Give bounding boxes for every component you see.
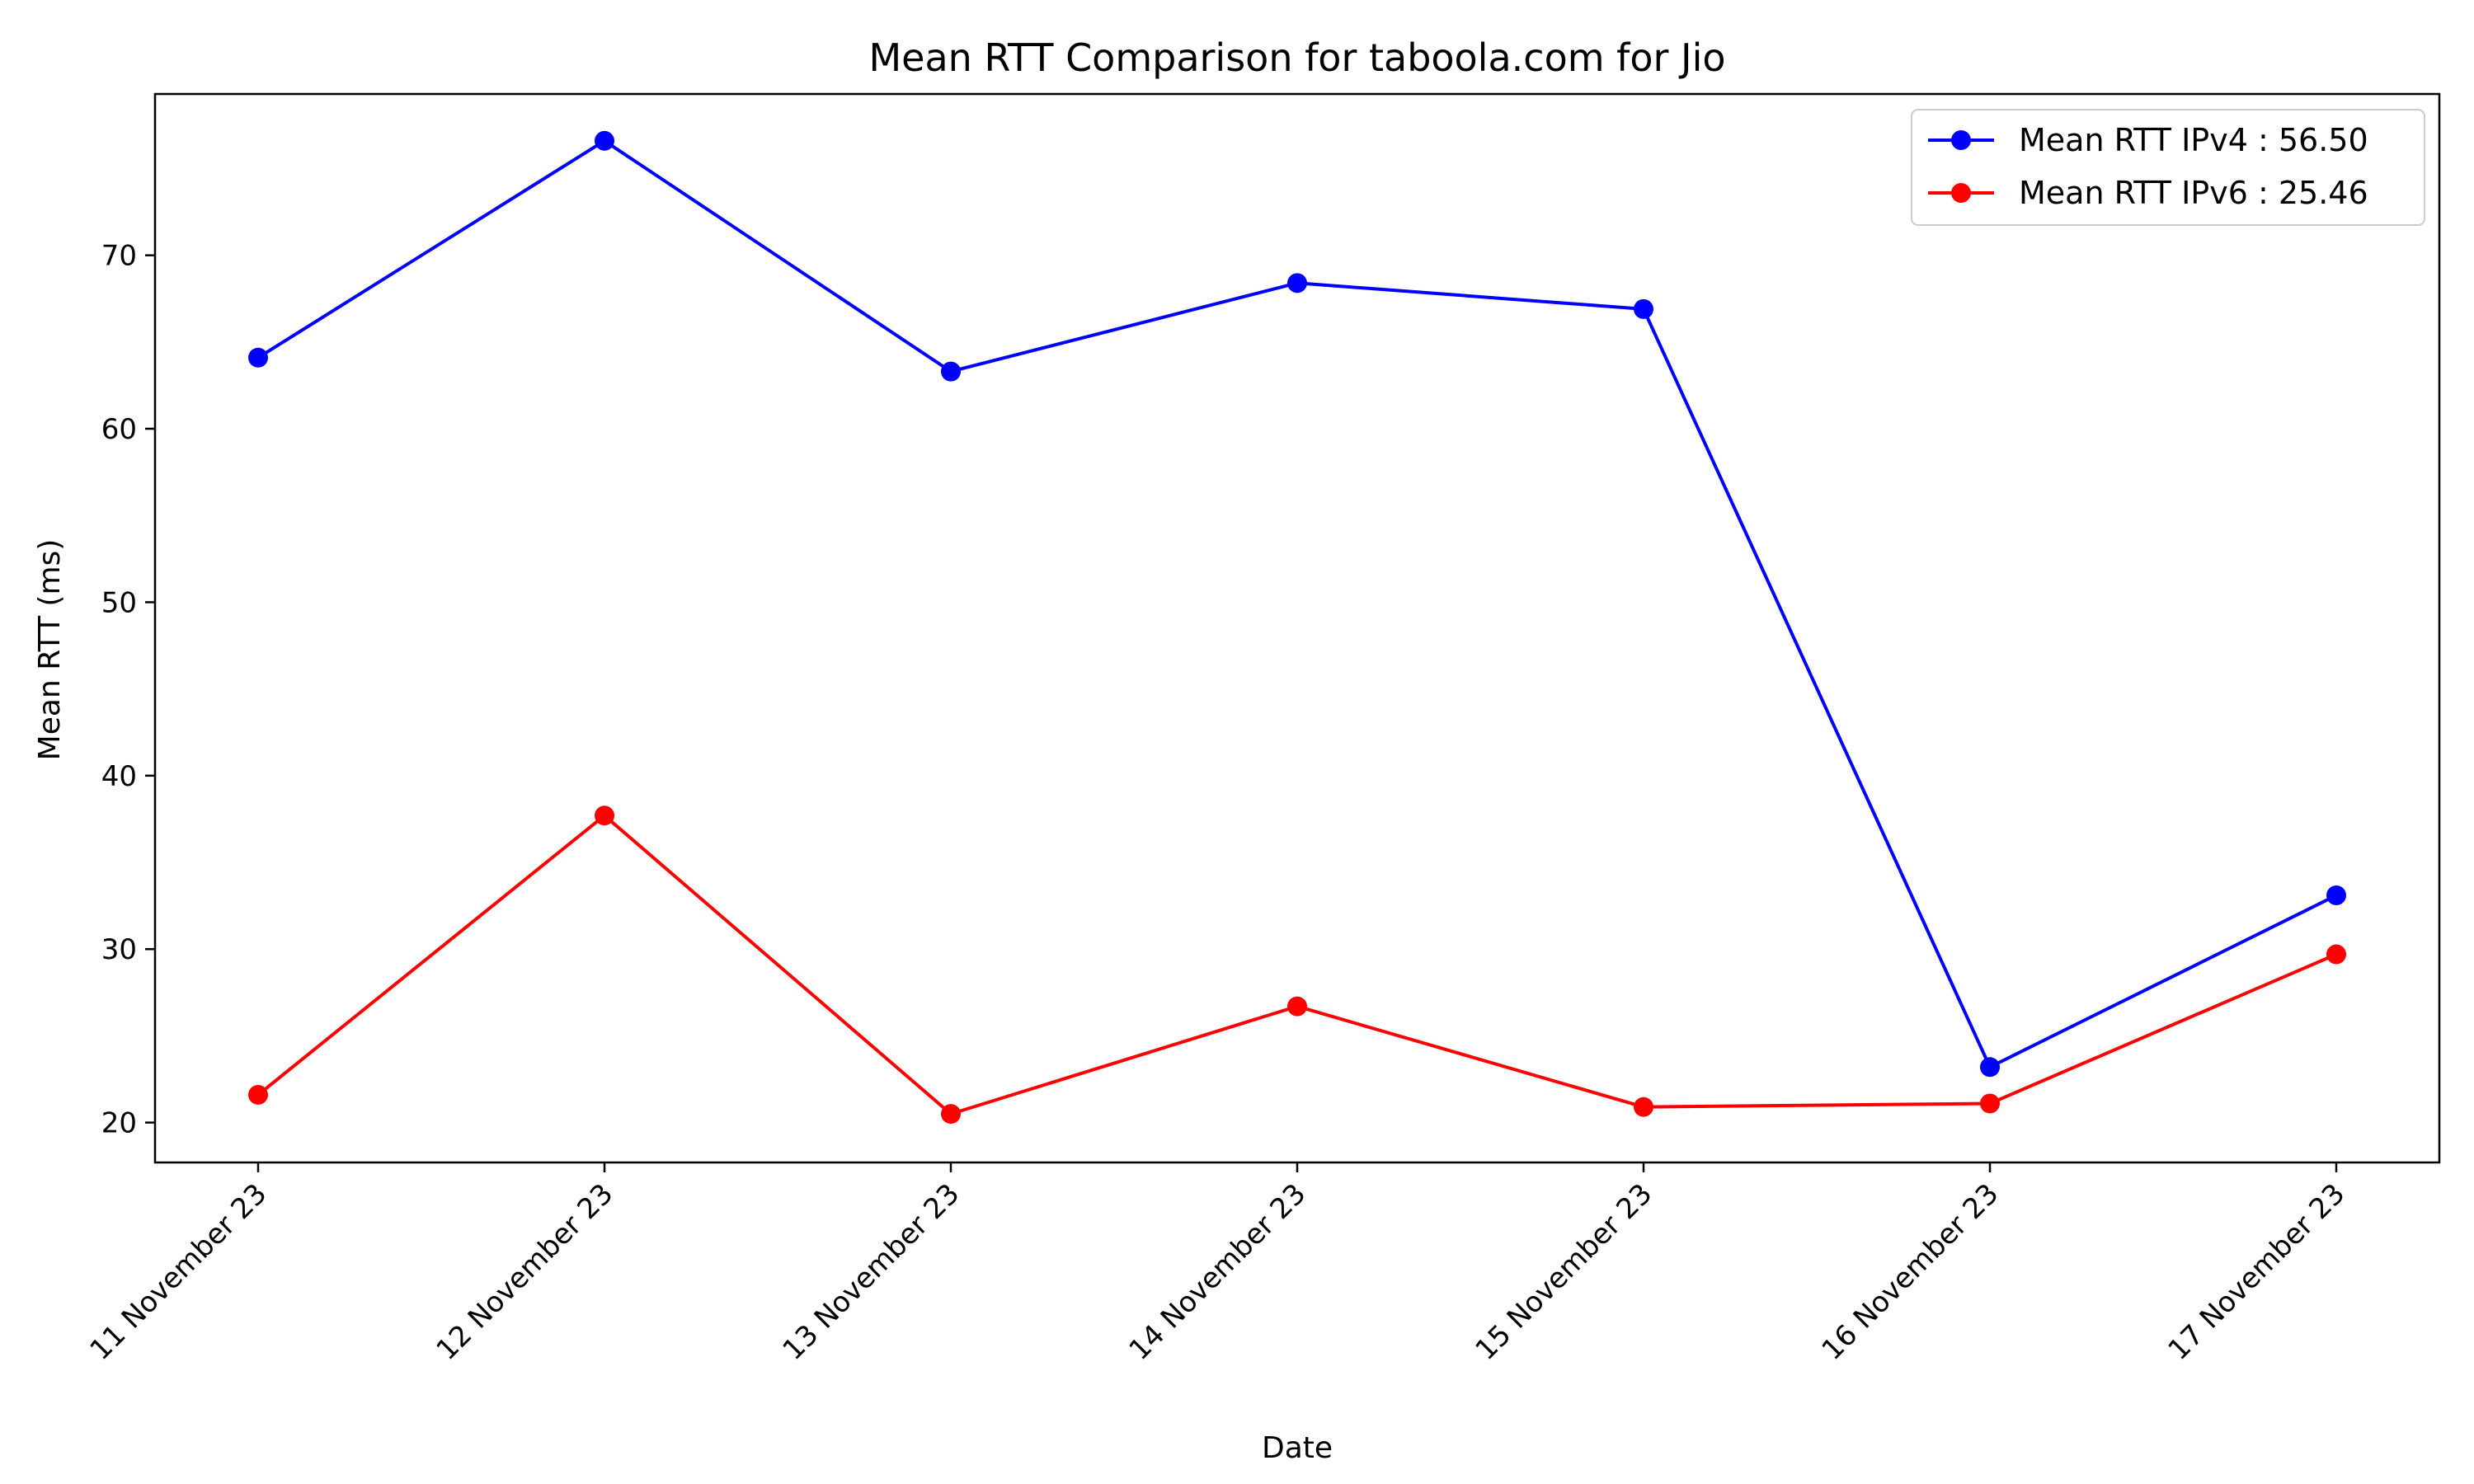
plot-area: 20 30 40 50 60 70 11 November 23 12 November 23… xyxy=(84,92,2441,1367)
x-tick-label: 17 November 23 xyxy=(2162,1177,2352,1367)
y-tick-label: 70 xyxy=(101,240,137,273)
y-tick-label: 50 xyxy=(101,586,137,619)
data-point xyxy=(1287,273,1307,294)
x-tick-label: 13 November 23 xyxy=(777,1177,967,1367)
data-point xyxy=(1980,1057,2000,1078)
data-point xyxy=(248,1084,268,1105)
data-point xyxy=(941,361,961,382)
data-point xyxy=(595,805,614,826)
legend-label: Mean RTT IPv4 : 56.50 xyxy=(2019,122,2368,158)
chart-title: Mean RTT Comparison for taboola.com for … xyxy=(868,35,1725,80)
y-tick-label: 60 xyxy=(101,413,137,446)
legend-box xyxy=(1911,109,2425,226)
y-tick-label: 40 xyxy=(101,760,137,793)
x-tick-label: 11 November 23 xyxy=(84,1177,274,1367)
legend-swatch-marker xyxy=(1951,183,1971,203)
data-point xyxy=(2326,944,2346,965)
data-point xyxy=(1980,1093,2000,1114)
data-point xyxy=(1634,298,1653,319)
data-point xyxy=(248,347,268,368)
x-tick-label: 15 November 23 xyxy=(1470,1177,1659,1367)
data-point xyxy=(2326,885,2346,905)
legend-swatch-marker xyxy=(1951,130,1971,150)
x-axis-title: Date xyxy=(1262,1431,1333,1465)
x-tick-label: 16 November 23 xyxy=(1816,1177,2006,1367)
legend-label: Mean RTT IPv6 : 25.46 xyxy=(2019,175,2368,211)
series-line-2 xyxy=(256,814,2337,1116)
data-point xyxy=(1287,996,1307,1017)
y-tick-label: 30 xyxy=(101,933,137,966)
data-point xyxy=(1634,1097,1653,1117)
x-tick-label: 12 November 23 xyxy=(430,1177,620,1367)
data-point xyxy=(595,130,614,151)
x-tick-label: 14 November 23 xyxy=(1123,1177,1313,1367)
y-axis-title: Mean RTT (ms) xyxy=(33,539,67,761)
data-point xyxy=(941,1104,961,1125)
y-tick-label: 20 xyxy=(101,1107,137,1140)
